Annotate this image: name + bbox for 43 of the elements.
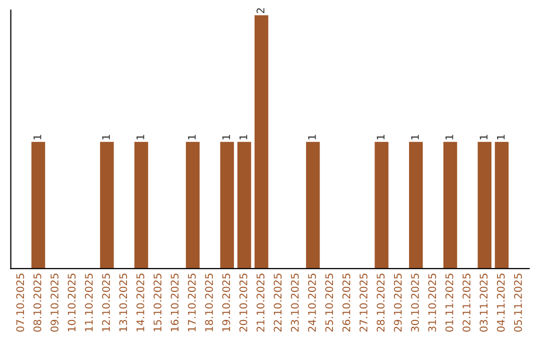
x-tick-label: 08.10.2025: [33, 274, 42, 332]
x-tick-label: 30.10.2025: [411, 274, 419, 332]
x-tick-label: 20.10.2025: [239, 274, 248, 332]
data-label: 1: [480, 134, 488, 140]
x-tick-label: 13.10.2025: [119, 274, 128, 332]
data-label: 1: [222, 134, 230, 140]
x-tick-label: 09.10.2025: [50, 274, 58, 332]
data-label: 1: [240, 134, 248, 140]
data-label: 2: [256, 8, 264, 14]
x-tick-label: 23.10.2025: [290, 274, 299, 332]
data-label: 1: [446, 134, 454, 140]
x-tick-label: 04.11.2025: [496, 274, 505, 332]
data-label: 1: [188, 134, 196, 140]
data-label: 1: [376, 134, 384, 140]
x-tick-label: 02.11.2025: [462, 274, 470, 332]
x-tick-label: 11.10.2025: [84, 274, 93, 332]
x-tick-label: 31.10.2025: [428, 274, 436, 332]
data-label: 1: [102, 134, 110, 140]
x-tick-label: 19.10.2025: [222, 274, 230, 332]
data-label: 1: [308, 134, 316, 140]
x-tick-label: 24.10.2025: [308, 274, 316, 332]
data-label: 1: [411, 134, 419, 140]
x-tick-label: 18.10.2025: [205, 274, 213, 332]
x-tick-label: 29.10.2025: [394, 274, 402, 332]
x-tick-label: 05.11.2025: [514, 274, 522, 332]
x-tick-label: 15.10.2025: [154, 274, 162, 332]
data-label: 1: [136, 134, 144, 140]
x-tick-label: 10.10.2025: [68, 274, 76, 332]
x-tick-label: 17.10.2025: [188, 274, 196, 332]
x-tick-label: 16.10.2025: [170, 274, 179, 332]
x-tick-label: 21.10.2025: [256, 274, 264, 332]
x-tick-label: 03.11.2025: [480, 274, 488, 332]
x-tick-label: 27.10.2025: [360, 274, 368, 332]
x-tick-label: 07.10.2025: [16, 274, 24, 332]
data-label: 1: [34, 134, 42, 140]
x-tick-label: 28.10.2025: [376, 274, 385, 332]
x-tick-label: 14.10.2025: [136, 274, 144, 332]
x-tick-label: 25.10.2025: [325, 274, 334, 332]
x-tick-label: 12.10.2025: [102, 274, 110, 332]
data-label: 1: [497, 134, 505, 140]
x-tick-label: 01.11.2025: [445, 274, 454, 332]
x-tick-label: 26.10.2025: [342, 274, 350, 332]
x-tick-label: 22.10.2025: [274, 274, 282, 332]
